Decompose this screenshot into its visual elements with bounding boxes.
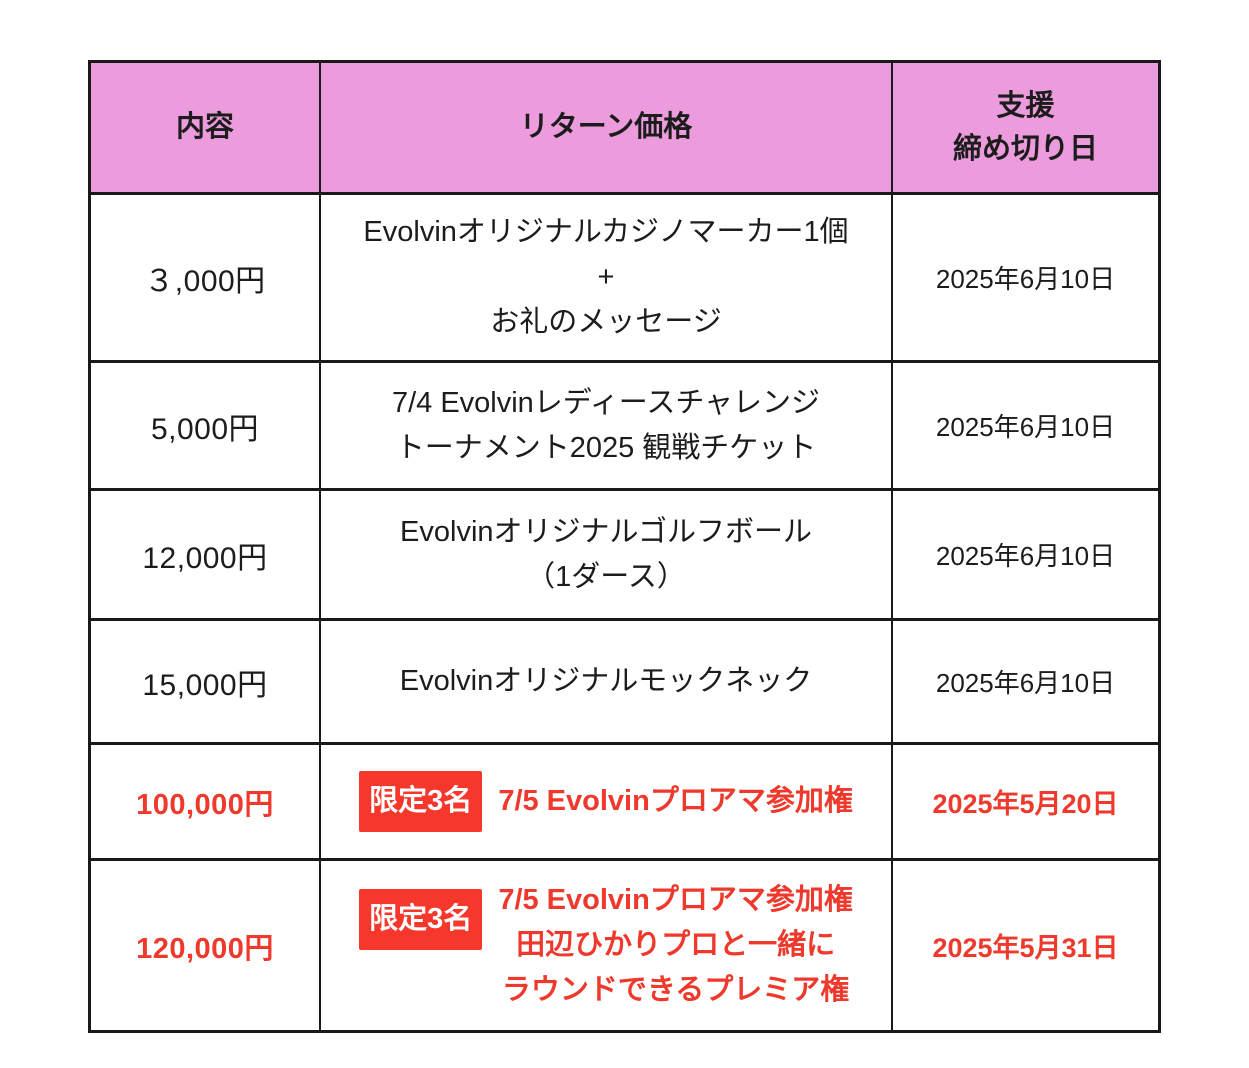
price-cell: 12,000円	[91, 491, 321, 618]
table-header-row: 内容 リターン価格 支援 締め切り日	[91, 63, 1158, 195]
price-cell: 15,000円	[91, 621, 321, 742]
table-row: 100,000円 限定3名 7/5 Evolvinプロアマ参加権 2025年5月…	[91, 745, 1158, 861]
content-line: ラウンドできるプレミア権	[501, 974, 850, 1006]
price-cell: 5,000円	[91, 363, 321, 488]
header-return-price: リターン価格	[321, 63, 893, 192]
content-cell: 限定3名 7/5 Evolvinプロアマ参加権	[321, 745, 893, 858]
table-row: 5,000円 7/4 Evolvinレディースチャレンジ トーナメント2025 …	[91, 363, 1158, 491]
deadline-cell: 2025年6月10日	[935, 541, 1116, 571]
header-deadline-line2: 締め切り日	[952, 132, 1098, 165]
limited-badge: 限定3名	[359, 889, 483, 950]
deadline-cell: 2025年6月10日	[935, 668, 1116, 698]
price-cell: 100,000円	[91, 745, 321, 858]
content-cell: 7/4 Evolvinレディースチャレンジ トーナメント2025 観戦チケット	[321, 363, 893, 488]
content-line: 7/4 Evolvinレディースチャレンジ	[391, 386, 821, 419]
content-line: （1ダース）	[526, 560, 686, 593]
content-cell: 限定3名 7/5 Evolvinプロアマ参加権 田辺ひかりプロと一緒に ラウンド…	[321, 861, 893, 1030]
content-line: Evolvinオリジナルモックネック	[399, 665, 813, 697]
content-line: 7/5 Evolvinプロアマ参加権	[498, 785, 853, 817]
content-cell: Evolvinオリジナルゴルフボール （1ダース）	[321, 491, 893, 618]
deadline-cell: 2025年5月20日	[932, 789, 1119, 819]
content-cell: Evolvinオリジナルカジノマーカー1個 + お礼のメッセージ	[321, 195, 893, 360]
content-line: トーナメント2025 観戦チケット	[395, 431, 817, 464]
header-content: 内容	[91, 63, 321, 192]
limited-badge: 限定3名	[359, 771, 483, 832]
content-cell: Evolvinオリジナルモックネック	[321, 621, 893, 742]
content-line: 7/5 Evolvinプロアマ参加権	[498, 884, 853, 916]
header-deadline-line1: 支援	[996, 90, 1055, 123]
table-row: 15,000円 Evolvinオリジナルモックネック 2025年6月10日	[91, 621, 1158, 745]
content-line: お礼のメッセージ	[490, 306, 722, 338]
price-cell: ３,000円	[91, 195, 321, 360]
content-line: 田辺ひかりプロと一緒に	[516, 929, 836, 961]
table-row: 12,000円 Evolvinオリジナルゴルフボール （1ダース） 2025年6…	[91, 491, 1158, 621]
deadline-cell: 2025年5月31日	[932, 933, 1119, 963]
rewards-table: 内容 リターン価格 支援 締め切り日 ３,000円 Evolvinオリジナルカジ…	[88, 60, 1161, 1033]
content-line: +	[597, 261, 615, 293]
content-line: Evolvinオリジナルカジノマーカー1個	[363, 216, 849, 248]
deadline-cell: 2025年6月10日	[935, 412, 1116, 442]
price-cell: 120,000円	[91, 861, 321, 1030]
table-row: ３,000円 Evolvinオリジナルカジノマーカー1個 + お礼のメッセージ …	[91, 195, 1158, 363]
header-deadline: 支援 締め切り日	[893, 63, 1158, 192]
content-line: Evolvinオリジナルゴルフボール	[400, 515, 812, 548]
deadline-cell: 2025年6月10日	[935, 264, 1116, 294]
table-row: 120,000円 限定3名 7/5 Evolvinプロアマ参加権 田辺ひかりプロ…	[91, 861, 1158, 1030]
